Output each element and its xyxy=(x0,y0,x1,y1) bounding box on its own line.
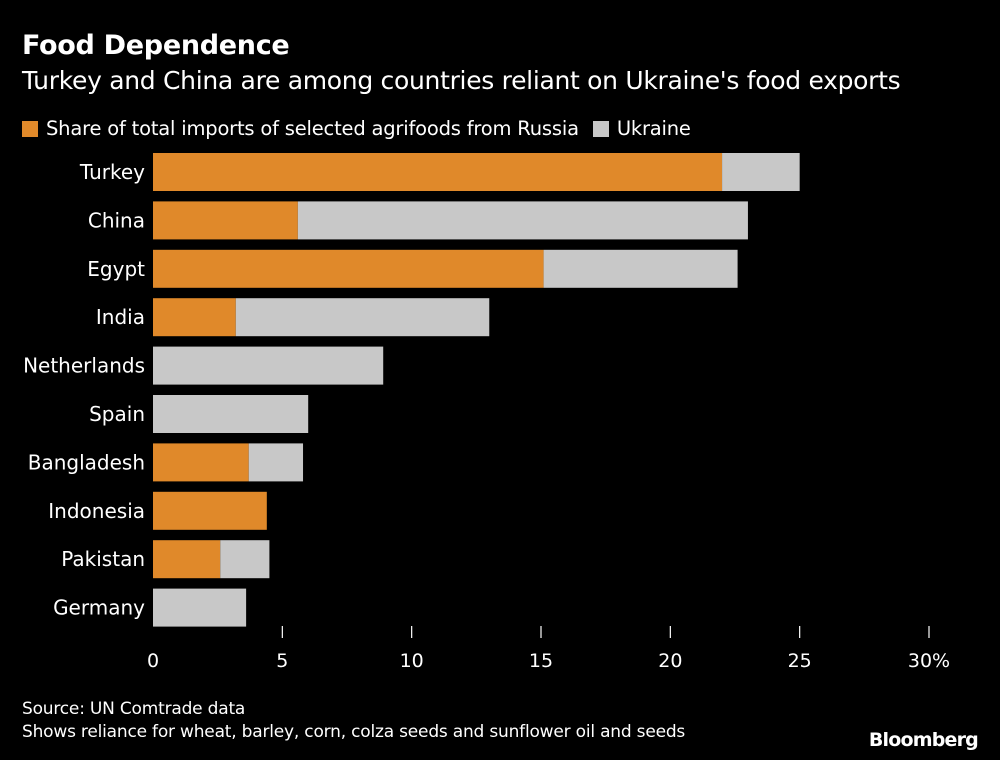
legend-swatch-russia xyxy=(22,120,38,137)
x-tick-label-30: 30% xyxy=(908,650,950,672)
bar-chart: Turkey China Egypt India Netherlands Spain Ban… xyxy=(23,153,950,672)
bar-turkey-ukraine xyxy=(722,153,800,191)
source-note: Source: UN Comtrade data Shows reliance … xyxy=(22,698,685,744)
bar-bangladesh-russia xyxy=(153,443,249,482)
x-tick-label-15: 15 xyxy=(529,650,553,672)
legend-label-russia: Share of total imports of selected agrif… xyxy=(46,117,579,140)
bar-china-russia xyxy=(153,201,298,240)
bar-bangladesh-ukraine xyxy=(248,443,304,482)
bar-china-ukraine xyxy=(297,201,748,240)
category-label-pakistan: Pakistan xyxy=(61,547,145,571)
bloomberg-logo: Bloomberg xyxy=(868,729,979,751)
category-label-netherlands: Netherlands xyxy=(23,354,145,378)
bar-spain-ukraine xyxy=(153,395,309,433)
category-label-turkey: Turkey xyxy=(79,160,145,184)
category-label-indonesia: Indonesia xyxy=(48,499,145,523)
bar-pakistan-ukraine xyxy=(220,540,270,579)
bar-germany-ukraine xyxy=(153,588,247,627)
chart-subtitle: Turkey and China are among countries rel… xyxy=(22,66,901,95)
bar-egypt-ukraine xyxy=(543,249,738,288)
category-label-spain: Spain xyxy=(89,402,145,426)
bar-pakistan-russia xyxy=(153,540,221,579)
chart-title: Food Dependence xyxy=(22,30,290,61)
x-tick-label-0: 0 xyxy=(147,650,159,672)
x-tick-label-25: 25 xyxy=(788,650,812,672)
source-text: Source: UN Comtrade data xyxy=(22,699,246,719)
footnote-text: Shows reliance for wheat, barley, corn, … xyxy=(22,722,686,742)
legend: Share of total imports of selected agrif… xyxy=(22,117,705,140)
category-label-india: India xyxy=(96,305,145,329)
category-label-bangladesh: Bangladesh xyxy=(28,450,145,474)
legend-item-ukraine: Ukraine xyxy=(592,117,691,140)
x-tick-label-20: 20 xyxy=(658,650,682,672)
bar-egypt-russia xyxy=(153,249,544,288)
x-tick-label-10: 10 xyxy=(400,650,424,672)
bar-india-ukraine xyxy=(235,298,490,337)
category-label-germany: Germany xyxy=(53,596,145,620)
category-label-egypt: Egypt xyxy=(87,257,145,281)
bar-indonesia-russia xyxy=(153,491,267,530)
legend-label-ukraine: Ukraine xyxy=(616,117,691,140)
x-tick-label-5: 5 xyxy=(276,650,288,672)
legend-item-russia: Share of total imports of selected agrif… xyxy=(22,117,579,140)
bar-netherlands-ukraine xyxy=(153,346,384,385)
bar-turkey-russia xyxy=(153,153,723,191)
category-label-china: China xyxy=(88,208,145,232)
bar-india-russia xyxy=(153,298,236,337)
legend-swatch-ukraine xyxy=(592,120,609,137)
